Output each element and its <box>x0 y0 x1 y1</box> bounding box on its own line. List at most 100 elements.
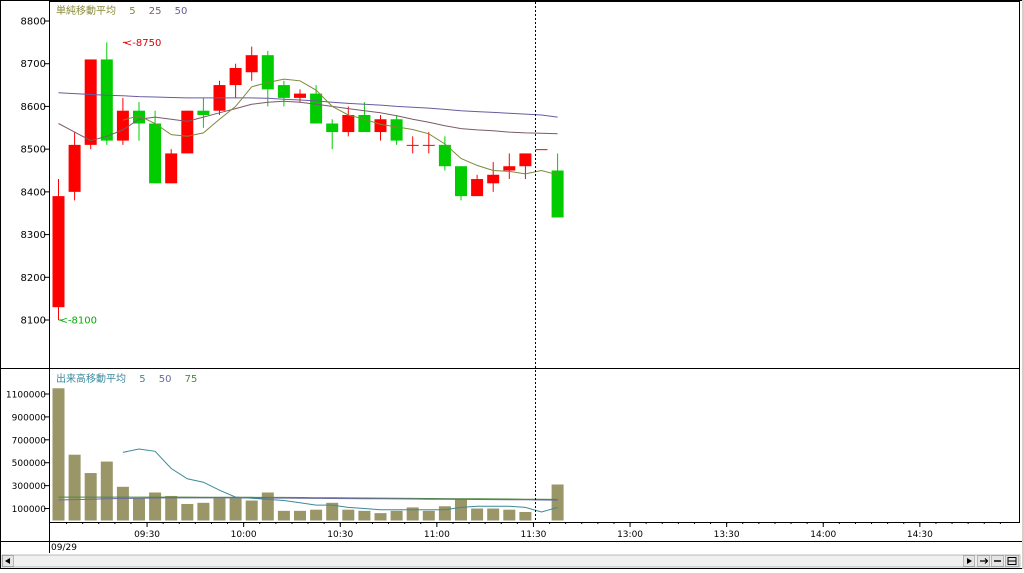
price-y-tick-label: 8300 <box>21 230 46 241</box>
volume-ma-period-2: 50 <box>159 374 172 385</box>
price-layer: <-8750 <-8100 <box>52 38 564 327</box>
candle-body <box>165 153 178 184</box>
volume-bar <box>438 506 451 521</box>
candle <box>116 97 129 145</box>
candle <box>471 174 484 197</box>
candle-body <box>100 59 113 141</box>
candle-body <box>133 110 145 124</box>
candle <box>422 132 435 154</box>
volume-bar <box>68 454 81 521</box>
candle-body <box>261 55 274 90</box>
volume-y-tick-label: 700000 <box>12 436 47 446</box>
price-ma50-line <box>58 92 558 118</box>
candle <box>245 46 258 81</box>
candle <box>438 136 451 171</box>
time-tick-label: 13:00 <box>617 530 643 540</box>
volume-ma-title: 出来高移動平均 5 50 75 <box>56 372 197 385</box>
candle <box>149 110 162 184</box>
candle-body <box>116 110 129 141</box>
candle <box>197 97 210 128</box>
candle-body <box>422 144 435 146</box>
candle-body <box>551 170 564 218</box>
candle-body <box>229 67 242 86</box>
candle-body <box>358 114 371 133</box>
volume-bar <box>52 388 65 521</box>
volume-bar <box>406 507 419 521</box>
candle <box>487 161 500 192</box>
time-tick-label: 09:30 <box>134 530 160 540</box>
date-label: 09/29 <box>51 543 77 553</box>
candle-body <box>197 110 210 115</box>
candle-body <box>390 119 403 141</box>
volume-bar <box>149 492 162 521</box>
price-ma-period-2: 25 <box>149 6 162 17</box>
price-ma-period-1: 5 <box>129 6 135 17</box>
volume-bar <box>374 513 387 521</box>
candle-body <box>68 144 81 192</box>
candle-body <box>277 85 290 98</box>
volume-ma50-line <box>58 497 558 501</box>
candle <box>390 114 403 145</box>
candle <box>68 132 81 201</box>
candle <box>181 110 194 154</box>
volume-bar <box>197 502 210 521</box>
volume-y-tick-label: 300000 <box>12 482 47 492</box>
volume-bar <box>245 500 258 521</box>
volume-bar <box>342 509 355 521</box>
candle <box>229 63 242 98</box>
volume-bar <box>422 510 435 521</box>
candle <box>374 114 387 141</box>
price-annotation: <-8750 <box>124 38 161 49</box>
scrollbar-track[interactable] <box>1 554 1021 568</box>
candle-body <box>310 93 323 124</box>
candle-body <box>455 166 467 197</box>
candle <box>133 102 145 141</box>
volume-bar <box>165 495 178 521</box>
candle <box>455 166 467 201</box>
price-y-tick-label: 8600 <box>21 102 46 113</box>
volume-bar <box>455 499 467 521</box>
candle <box>100 42 113 145</box>
volume-bar <box>116 486 129 521</box>
volume-layer <box>52 388 564 521</box>
price-ma5-line <box>122 78 558 176</box>
candle-body <box>294 93 306 98</box>
candle-body <box>503 166 516 171</box>
candle-body <box>245 55 258 73</box>
volume-bar <box>133 498 145 521</box>
candle <box>165 149 178 184</box>
volume-bar <box>390 510 403 521</box>
price-annotation: <-8100 <box>60 316 97 327</box>
candle-body <box>406 144 419 146</box>
candle-body <box>181 110 194 154</box>
time-tick-label: 14:00 <box>810 530 836 540</box>
volume-bar <box>181 503 194 521</box>
volume-y-tick-label: 100000 <box>12 505 47 515</box>
volume-y-tick-label: 900000 <box>12 413 47 423</box>
candle <box>551 153 564 218</box>
volume-y-tick-label: 1100000 <box>6 391 46 401</box>
volume-bar <box>261 492 274 521</box>
time-tick-label: 10:30 <box>327 530 353 540</box>
price-panel <box>49 1 1020 369</box>
volume-bar <box>229 498 242 521</box>
volume-bar <box>213 498 226 521</box>
candle-body <box>471 179 484 197</box>
zoom-in-icon <box>980 558 989 564</box>
horizontal-scrollbar[interactable] <box>1 554 1021 568</box>
volume-bar <box>551 484 564 521</box>
volume-bar <box>471 508 484 521</box>
candle-body <box>52 196 65 308</box>
volume-ma75-line <box>58 496 558 500</box>
price-y-tick-label: 8800 <box>21 17 46 28</box>
price-title-label: 単純移動平均 <box>56 4 116 17</box>
candle <box>503 153 516 180</box>
volume-bar <box>310 509 323 521</box>
volume-title-label: 出来高移動平均 <box>56 372 126 385</box>
candle-body <box>519 153 532 167</box>
candle <box>342 106 355 137</box>
candle <box>406 136 419 154</box>
candle-body <box>374 119 387 133</box>
